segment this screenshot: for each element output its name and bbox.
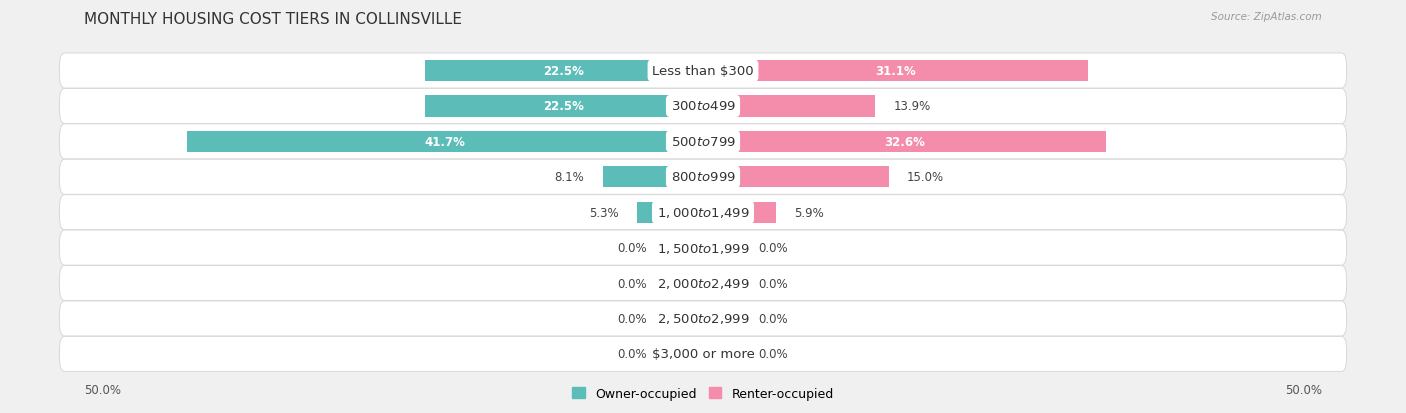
Bar — [703, 131, 1107, 153]
FancyBboxPatch shape — [59, 89, 1347, 124]
Bar — [666, 308, 703, 329]
Text: $2,000 to $2,499: $2,000 to $2,499 — [657, 276, 749, 290]
Text: $1,000 to $1,499: $1,000 to $1,499 — [657, 206, 749, 220]
Bar — [666, 344, 703, 365]
Text: $500 to $799: $500 to $799 — [671, 135, 735, 149]
FancyBboxPatch shape — [59, 160, 1347, 195]
Text: 0.0%: 0.0% — [759, 312, 789, 325]
Text: 22.5%: 22.5% — [543, 65, 585, 78]
FancyBboxPatch shape — [59, 54, 1347, 89]
Text: 0.0%: 0.0% — [759, 348, 789, 361]
FancyBboxPatch shape — [59, 266, 1347, 301]
Text: 32.6%: 32.6% — [884, 135, 925, 149]
FancyBboxPatch shape — [59, 337, 1347, 372]
FancyBboxPatch shape — [59, 301, 1347, 336]
Bar — [703, 237, 740, 259]
FancyBboxPatch shape — [59, 125, 1347, 159]
Text: 15.0%: 15.0% — [907, 171, 945, 184]
Text: 0.0%: 0.0% — [617, 242, 647, 254]
Text: $1,500 to $1,999: $1,500 to $1,999 — [657, 241, 749, 255]
Bar — [187, 131, 703, 153]
Bar — [603, 167, 703, 188]
Legend: Owner-occupied, Renter-occupied: Owner-occupied, Renter-occupied — [568, 382, 838, 405]
Bar — [666, 237, 703, 259]
FancyBboxPatch shape — [59, 195, 1347, 230]
Text: $800 to $999: $800 to $999 — [671, 171, 735, 184]
Text: MONTHLY HOUSING COST TIERS IN COLLINSVILLE: MONTHLY HOUSING COST TIERS IN COLLINSVIL… — [84, 12, 463, 27]
Text: 0.0%: 0.0% — [617, 312, 647, 325]
Bar — [703, 61, 1088, 82]
Text: 50.0%: 50.0% — [84, 384, 121, 396]
Text: 31.1%: 31.1% — [875, 65, 915, 78]
Text: Source: ZipAtlas.com: Source: ZipAtlas.com — [1211, 12, 1322, 22]
Bar — [666, 273, 703, 294]
Text: 0.0%: 0.0% — [617, 277, 647, 290]
Bar — [703, 344, 740, 365]
Bar — [637, 202, 703, 223]
Text: $300 to $499: $300 to $499 — [671, 100, 735, 113]
Text: 0.0%: 0.0% — [759, 277, 789, 290]
Text: 5.9%: 5.9% — [794, 206, 824, 219]
Text: $3,000 or more: $3,000 or more — [651, 348, 755, 361]
Text: $2,500 to $2,999: $2,500 to $2,999 — [657, 312, 749, 326]
Bar — [425, 61, 703, 82]
Text: 50.0%: 50.0% — [1285, 384, 1322, 396]
Bar — [425, 96, 703, 117]
Bar — [703, 273, 740, 294]
Text: Less than $300: Less than $300 — [652, 65, 754, 78]
Bar — [703, 167, 889, 188]
Text: 5.3%: 5.3% — [589, 206, 619, 219]
Bar — [703, 308, 740, 329]
FancyBboxPatch shape — [59, 230, 1347, 266]
Text: 22.5%: 22.5% — [543, 100, 585, 113]
Bar — [703, 96, 875, 117]
Bar — [703, 202, 776, 223]
Text: 41.7%: 41.7% — [425, 135, 465, 149]
Text: 13.9%: 13.9% — [894, 100, 931, 113]
Text: 8.1%: 8.1% — [554, 171, 585, 184]
Text: 0.0%: 0.0% — [617, 348, 647, 361]
Text: 0.0%: 0.0% — [759, 242, 789, 254]
